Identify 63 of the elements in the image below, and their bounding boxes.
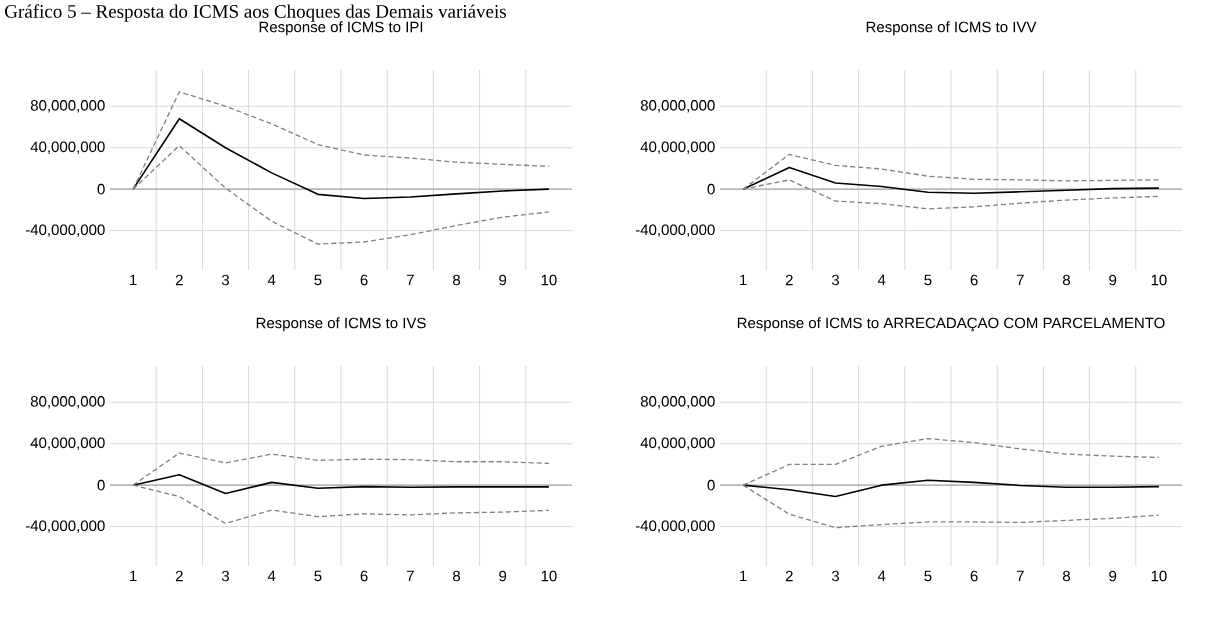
x-tick-label: 8: [1062, 274, 1071, 286]
x-tick-label: 2: [785, 570, 793, 582]
chart-title: Response of ICMS to IVS: [256, 317, 426, 332]
x-tick-label: 8: [452, 274, 461, 286]
x-tick-label: 5: [924, 570, 932, 582]
x-tick-label: 5: [924, 274, 932, 286]
line-series: [132, 117, 550, 200]
x-tick-label: 4: [267, 570, 276, 582]
x-tick-label: 7: [406, 570, 414, 582]
x-tick-label: 10: [541, 570, 557, 582]
x-tick-label: 5: [314, 570, 322, 582]
x-tick-label: 9: [499, 274, 507, 286]
x-tick-label: 1: [130, 274, 137, 286]
x-tick-label: 6: [360, 570, 368, 582]
text: Gráfico 5 – Resposta do ICMS aos Choques das Demais variáveis: [5, 4, 506, 22]
x-tick-label: 3: [831, 570, 840, 582]
y-tick-label: -40,000,000: [25, 224, 105, 237]
y-tick-label: 40,000,000: [30, 141, 105, 154]
chart-title: Response of ICMS to ARRECADAÇAO COM PARCELAMENTO: [737, 317, 1165, 332]
y-tick-label: 40,000,000: [640, 141, 715, 154]
x-tick-label: 8: [1062, 570, 1071, 582]
x-tick-label: 8: [452, 570, 461, 582]
x-tick-label: 6: [970, 570, 978, 582]
x-tick-label: 6: [970, 274, 978, 286]
x-tick-label: 4: [877, 570, 886, 582]
y-tick-label: 0: [97, 479, 105, 491]
x-tick-label: 7: [1016, 570, 1024, 582]
x-tick-label: 9: [1109, 274, 1117, 286]
y-tick-label: 80,000,000: [30, 396, 105, 409]
y-tick-label: 80,000,000: [640, 396, 715, 409]
y-tick-label: -40,000,000: [635, 520, 715, 533]
x-tick-label: 10: [541, 274, 557, 286]
y-tick-label: 0: [707, 183, 715, 195]
x-tick-label: 3: [221, 570, 230, 582]
x-tick-label: 4: [267, 274, 276, 286]
y-tick-label: 40,000,000: [640, 437, 715, 450]
x-tick-label: 10: [1151, 570, 1167, 582]
x-tick-label: 3: [831, 274, 840, 286]
x-tick-label: 1: [740, 570, 747, 582]
y-tick-label: -40,000,000: [25, 520, 105, 533]
x-tick-label: 4: [877, 274, 886, 286]
x-tick-label: 2: [175, 570, 183, 582]
x-tick-label: 7: [1016, 274, 1024, 286]
x-tick-label: 1: [130, 570, 137, 582]
x-tick-label: 9: [1109, 570, 1117, 582]
chart-title: Response of ICMS to IVV: [866, 21, 1037, 36]
x-tick-label: 2: [175, 274, 183, 286]
y-tick-label: 40,000,000: [30, 437, 105, 450]
x-tick-label: 9: [499, 570, 507, 582]
y-tick-label: 80,000,000: [640, 100, 715, 113]
y-tick-label: -40,000,000: [635, 224, 715, 237]
x-tick-label: 7: [406, 274, 414, 286]
x-tick-label: 2: [785, 274, 793, 286]
y-tick-label: 80,000,000: [30, 100, 105, 113]
chart-title: Response of ICMS to IPI: [259, 21, 423, 36]
y-tick-label: 0: [97, 183, 105, 195]
x-tick-label: 5: [314, 274, 322, 286]
y-tick-label: 0: [707, 479, 715, 491]
x-tick-label: 6: [360, 274, 368, 286]
line-series: [742, 479, 1160, 498]
x-tick-label: 3: [221, 274, 230, 286]
x-tick-label: 1: [740, 274, 747, 286]
x-tick-label: 10: [1151, 274, 1167, 286]
